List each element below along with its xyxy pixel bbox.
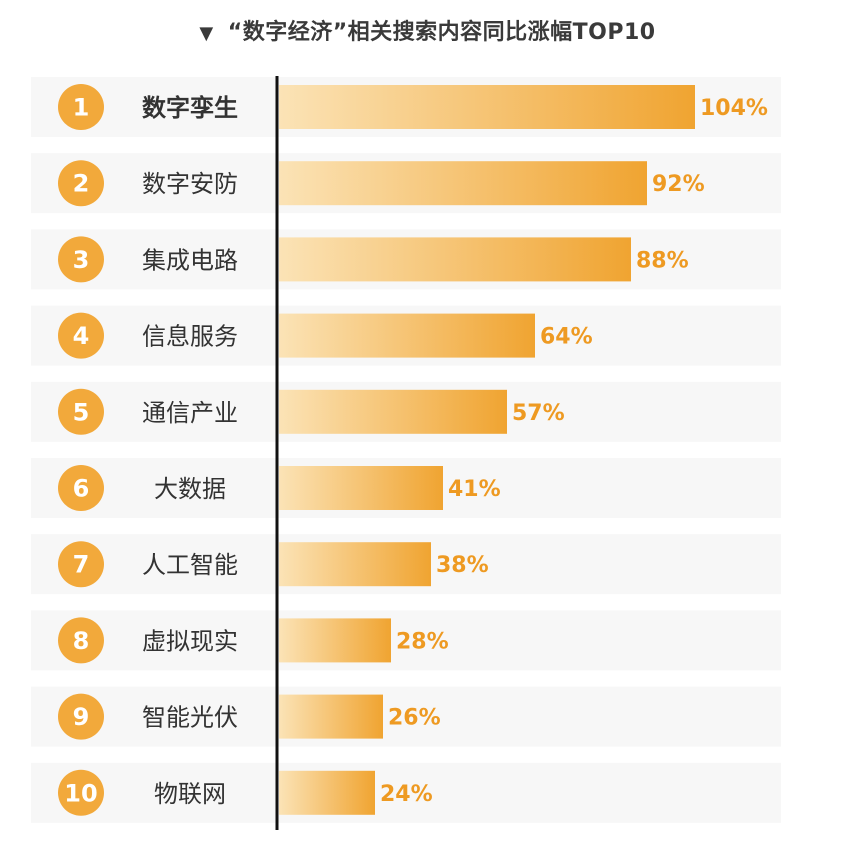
rank-circle [58, 693, 104, 740]
rank-circle [58, 769, 104, 816]
bar [279, 237, 631, 282]
bar-row-7: 7 人工智能 38% [31, 534, 781, 595]
category-label: 人工智能 [142, 551, 238, 579]
chart-title: ▼ “数字经济”相关搜索内容同比涨幅TOP10 [0, 14, 855, 46]
bar [279, 770, 375, 815]
rank-circle [58, 617, 104, 664]
category-label: 大数据 [154, 475, 226, 503]
category-label: 虚拟现实 [142, 627, 238, 655]
rank-number: 9 [73, 703, 90, 731]
row-background [31, 762, 781, 823]
bar-row-1: 1 数字孪生 104% [31, 77, 781, 137]
row-background [31, 686, 781, 747]
bar-row-9: 9 智能光伏 26% [31, 686, 781, 747]
value-label: 24% [380, 782, 433, 807]
rank-number: 4 [73, 322, 90, 350]
value-label: 41% [448, 477, 501, 502]
category-label: 物联网 [154, 780, 226, 808]
bar [279, 618, 391, 663]
value-label: 26% [388, 706, 441, 731]
bar [279, 313, 535, 358]
category-label: 智能光伏 [142, 704, 238, 732]
bar [279, 85, 695, 129]
rank-number: 3 [73, 246, 90, 274]
rank-circle [58, 160, 104, 207]
value-label: 38% [436, 553, 489, 578]
bar [279, 542, 431, 587]
bar [279, 466, 443, 510]
bar [279, 161, 647, 206]
value-label: 104% [700, 96, 768, 121]
bar-row-6: 6 大数据 41% [31, 458, 781, 518]
bar-row-10: 10 物联网 24% [31, 762, 781, 823]
rank-number: 1 [73, 94, 90, 122]
category-label: 信息服务 [142, 323, 238, 351]
value-label: 57% [512, 401, 565, 426]
value-label: 28% [396, 629, 449, 654]
bar-row-8: 8 虚拟现实 28% [31, 610, 781, 671]
rank-number: 5 [73, 398, 90, 426]
row-background [31, 610, 781, 671]
category-label: 集成电路 [142, 246, 238, 274]
bar [279, 389, 507, 434]
bar-row-2: 2 数字安防 92% [31, 153, 781, 214]
bar-row-5: 5 通信产业 57% [31, 381, 781, 442]
category-label: 数字孪生 [142, 94, 238, 122]
rank-number: 10 [64, 779, 97, 807]
value-label: 92% [652, 172, 705, 197]
bar-row-3: 3 集成电路 88% [31, 229, 781, 290]
category-label: 数字安防 [142, 170, 238, 198]
rank-circle [58, 465, 104, 511]
rank-circle [58, 236, 104, 283]
rank-number: 6 [73, 475, 90, 503]
value-label: 64% [540, 325, 593, 350]
rank-circle [58, 84, 104, 130]
rank-number: 2 [73, 170, 90, 198]
bar [279, 694, 383, 739]
rank-number: 8 [73, 627, 90, 655]
value-label: 88% [636, 248, 689, 273]
rank-circle [58, 388, 104, 435]
category-label: 通信产业 [142, 399, 238, 427]
bar-row-4: 4 信息服务 64% [31, 305, 781, 366]
rank-number: 7 [73, 551, 90, 579]
rank-circle [58, 541, 104, 588]
chart-title-text: “数字经济”相关搜索内容同比涨幅TOP10 [227, 20, 656, 45]
triangle-down-icon: ▼ [199, 23, 214, 44]
rank-circle [58, 312, 104, 359]
